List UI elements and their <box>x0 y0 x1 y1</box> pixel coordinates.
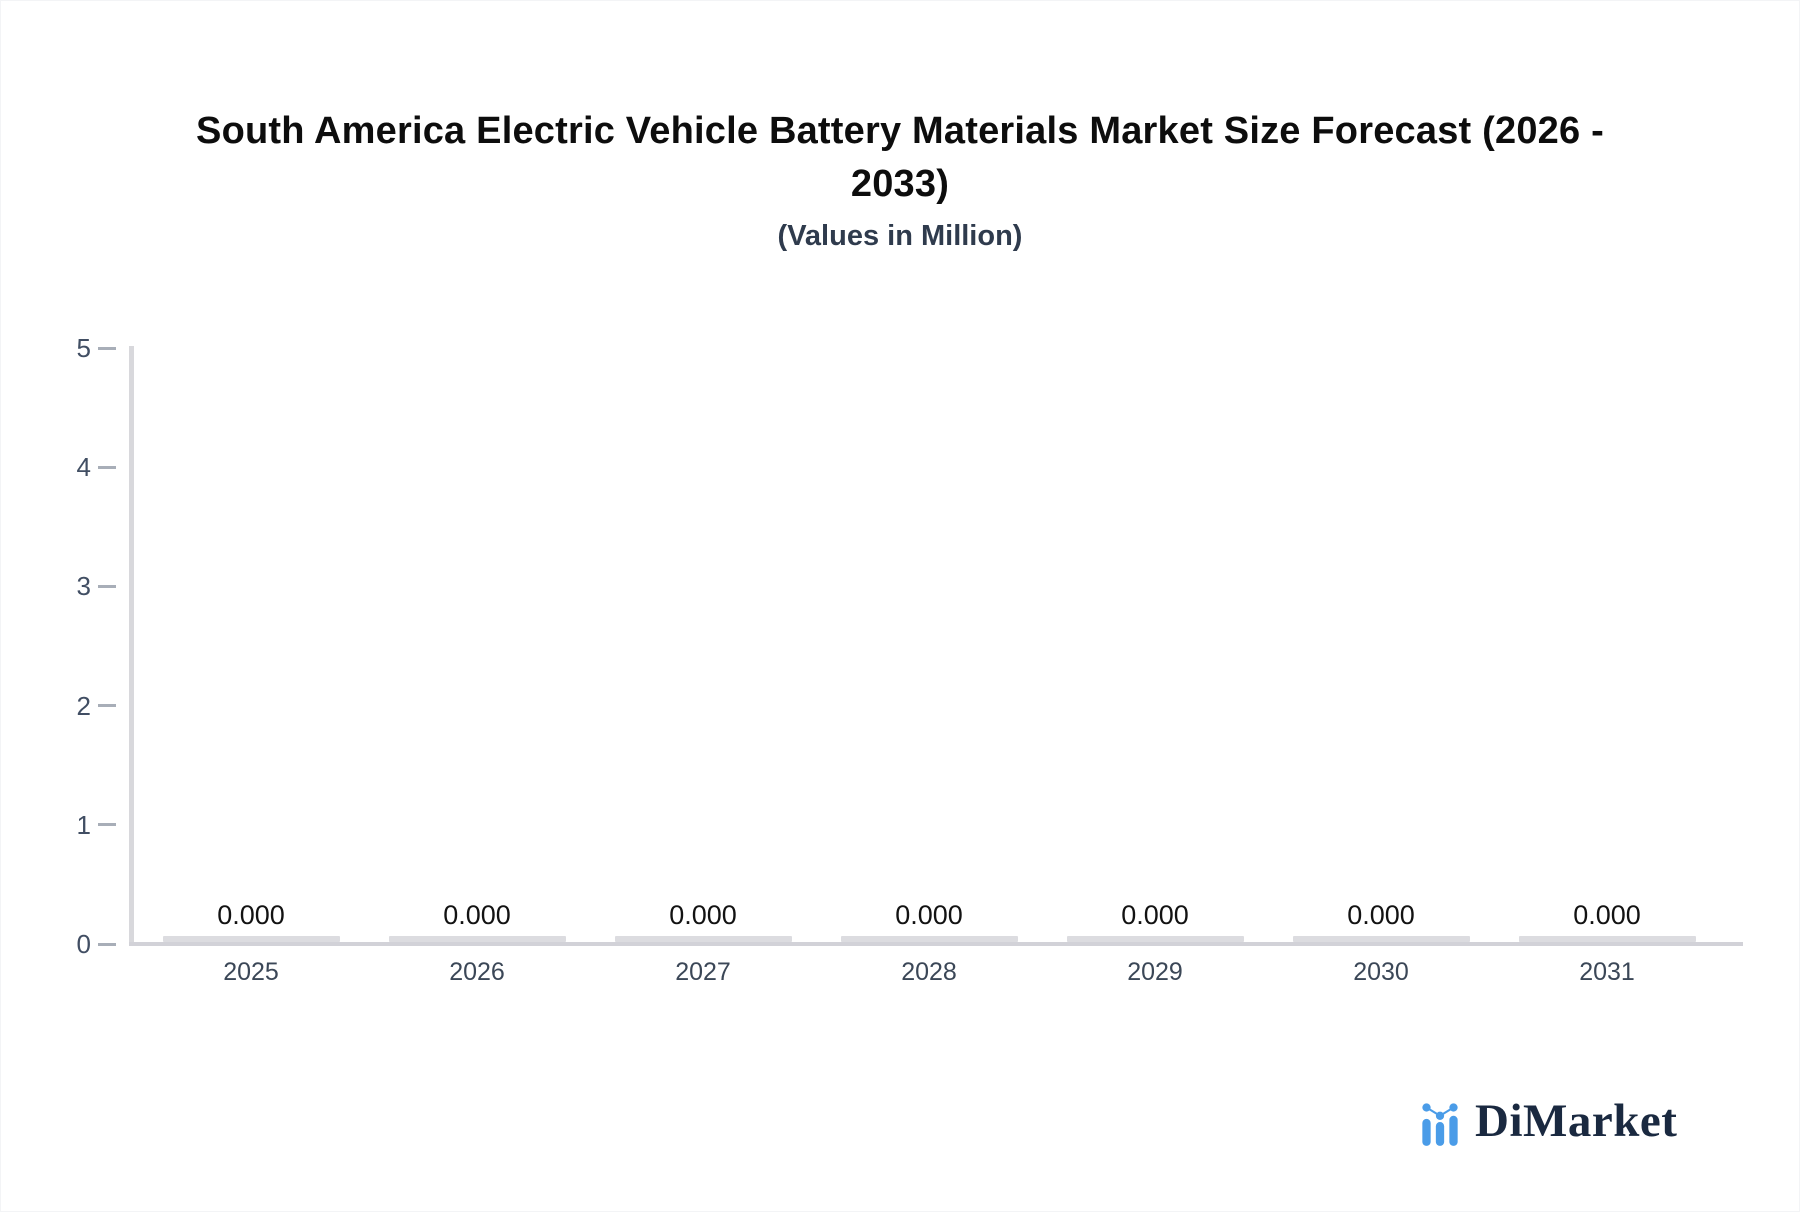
y-axis-tick-mark <box>98 584 116 588</box>
bar[interactable] <box>388 936 566 942</box>
y-axis-line <box>129 346 134 944</box>
x-axis-label: 2025 <box>223 958 279 986</box>
bar-value-label: 0.000 <box>669 900 737 930</box>
x-axis-line <box>129 942 1743 946</box>
dimarket-logo: DiMarket <box>1419 1094 1677 1148</box>
x-axis-label: 2027 <box>675 958 731 986</box>
bar-value-label: 0.000 <box>217 900 285 930</box>
x-axis-label: 2031 <box>1579 958 1635 986</box>
bar[interactable] <box>840 936 1018 942</box>
bar-value-label: 0.000 <box>443 900 511 930</box>
chart-title: South America Electric Vehicle Battery M… <box>1 105 1799 211</box>
y-axis-tick-label: 0 <box>76 929 91 959</box>
y-axis-tick-label: 1 <box>76 809 91 840</box>
chart-subtitle: (Values in Million) <box>777 220 1023 252</box>
bar[interactable] <box>162 936 340 942</box>
bar[interactable] <box>1518 936 1696 942</box>
bar-value-label: 0.000 <box>1573 900 1641 930</box>
y-axis-tick-mark <box>98 942 116 946</box>
bar-value-label: 0.000 <box>1347 900 1415 930</box>
x-axis-label: 2030 <box>1353 958 1409 986</box>
y-axis-tick-label: 4 <box>76 452 91 483</box>
y-axis-tick-mark <box>98 704 116 708</box>
bar-line-chart-icon <box>1422 1103 1458 1146</box>
y-axis-tick-label: 2 <box>76 690 91 721</box>
bar-value-label: 0.000 <box>1121 900 1189 930</box>
chart-title-line2: 2033) <box>850 163 950 205</box>
chart-title-line1: South America Electric Vehicle Battery M… <box>196 110 1604 152</box>
bar-value-label: 0.000 <box>895 900 963 930</box>
y-axis-tick-mark <box>98 346 116 350</box>
bar[interactable] <box>1292 936 1470 942</box>
bar[interactable] <box>614 936 792 942</box>
bar[interactable] <box>1066 936 1244 942</box>
dimarket-logo-text: DiMarket <box>1475 1095 1678 1147</box>
x-axis-label: 2026 <box>449 958 505 986</box>
y-axis-tick-mark <box>98 823 116 827</box>
x-axis-label: 2029 <box>1127 958 1183 986</box>
y-axis-tick-label: 5 <box>76 333 91 363</box>
y-axis-tick-label: 3 <box>76 571 91 602</box>
y-axis-tick-mark <box>98 465 116 469</box>
x-axis-label: 2028 <box>901 958 957 986</box>
